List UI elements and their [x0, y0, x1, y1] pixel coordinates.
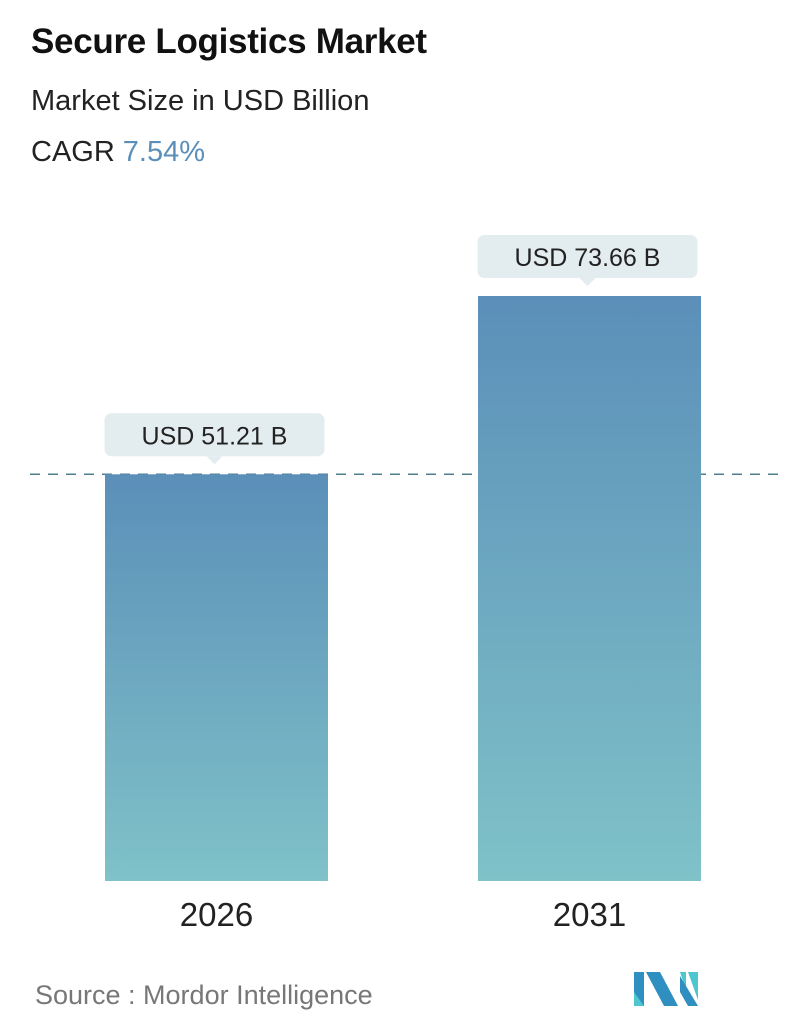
mordor-logo-icon	[634, 972, 698, 1006]
cagr: CAGR 7.54%	[31, 136, 205, 169]
x-tick-label: 2031	[553, 896, 626, 933]
cagr-label: CAGR	[31, 136, 115, 168]
chart-subtitle: Market Size in USD Billion	[31, 85, 370, 117]
bar-2026	[105, 474, 328, 881]
data-label-box	[477, 235, 698, 278]
data-label: USD 51.21 B	[142, 422, 288, 450]
chart-title: Secure Logistics Market	[31, 22, 427, 61]
data-label: USD 73.66 B	[515, 244, 661, 272]
cagr-value: 7.54%	[122, 136, 206, 168]
data-label-pointer	[579, 278, 596, 286]
data-label-box	[104, 413, 325, 457]
bar-2031	[478, 296, 701, 881]
x-tick-label: 2026	[180, 896, 253, 933]
data-label-pointer	[206, 456, 223, 465]
source-text: Source : Mordor Intelligence	[35, 980, 373, 1010]
